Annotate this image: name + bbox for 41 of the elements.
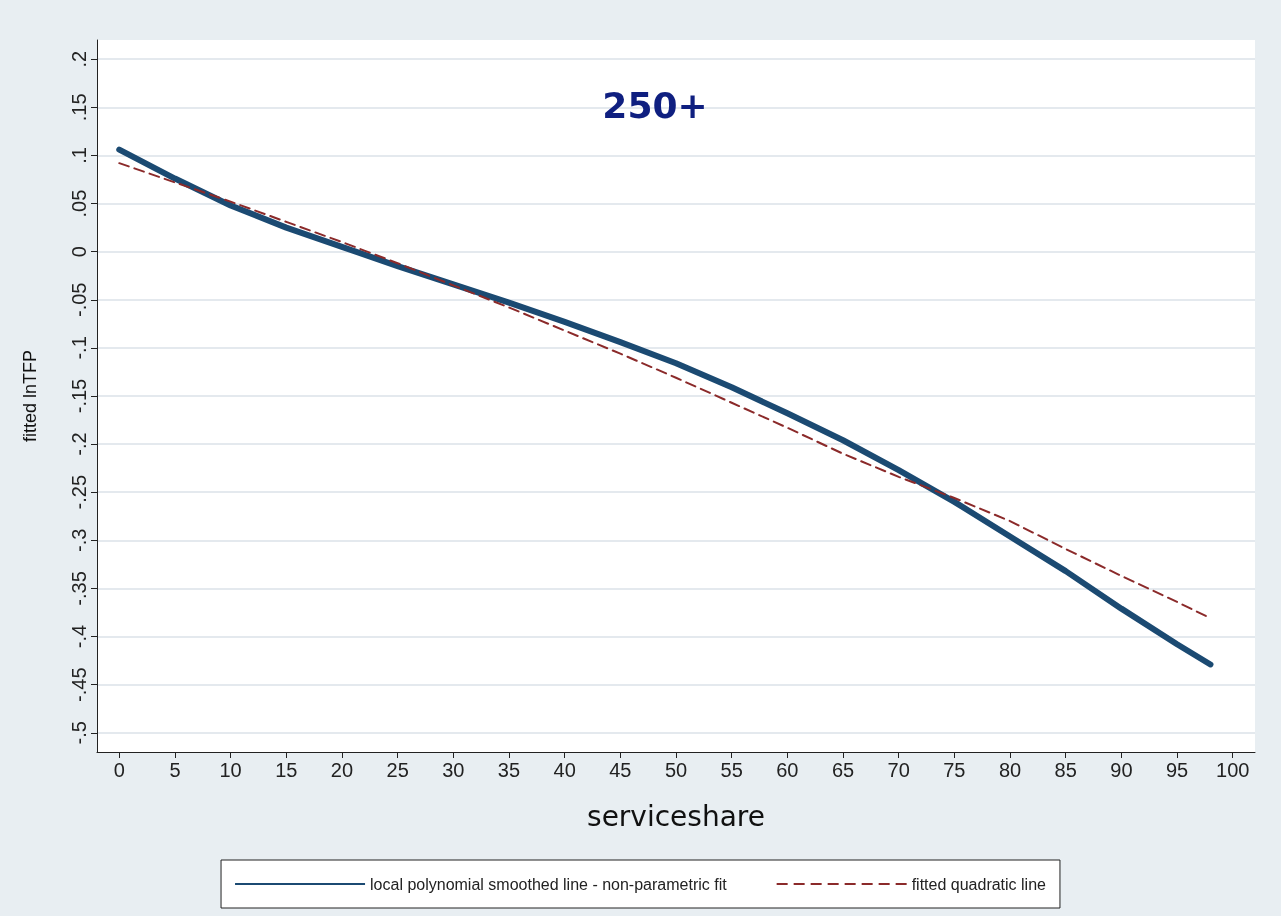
x-tick-label: 55 — [720, 759, 743, 781]
y-tick-label: .1 — [68, 147, 90, 164]
x-tick-label: 80 — [998, 759, 1022, 781]
y-tick-label: -.05 — [68, 282, 90, 318]
x-tick-label: 45 — [609, 759, 632, 781]
text: 250+ — [602, 84, 708, 126]
y-axis-title: fitted lnTFP — [20, 349, 40, 443]
y-tick-label: -.4 — [68, 624, 90, 649]
x-tick-label: 60 — [776, 759, 799, 781]
x-tick-label: 10 — [219, 759, 242, 781]
x-tick-label: 35 — [497, 759, 521, 781]
legend-label: local polynomial smoothed line - non-parametric fit — [370, 875, 728, 893]
y-tick-label: -.25 — [68, 474, 90, 510]
x-tick-label: 40 — [553, 759, 576, 781]
x-tick-label: 65 — [831, 759, 855, 781]
y-tick-label: -.45 — [68, 667, 90, 702]
y-tick-label: -.2 — [68, 432, 90, 456]
x-tick-label: 30 — [442, 759, 465, 781]
x-tick-label: 70 — [887, 759, 910, 781]
x-tick-label: 20 — [330, 759, 354, 781]
x-tick-label: 95 — [1165, 759, 1189, 781]
y-tick-label: -.1 — [68, 336, 90, 360]
y-tick-label: .2 — [68, 50, 90, 68]
x-tick-label: 90 — [1110, 759, 1133, 781]
x-tick-label: 85 — [1054, 759, 1077, 781]
y-tick-label: -.15 — [68, 378, 90, 414]
x-tick-label: 5 — [169, 759, 181, 781]
y-tick-label: -.3 — [68, 528, 90, 552]
y-tick-label: .05 — [68, 189, 90, 218]
y-tick-label: -.5 — [68, 721, 90, 745]
x-tick-label: 100 — [1216, 759, 1250, 781]
x-tick-label: 0 — [113, 759, 125, 781]
x-tick-label: 75 — [943, 759, 966, 781]
x-tick-label: 25 — [386, 759, 409, 781]
y-tick-label: -.35 — [68, 571, 90, 606]
x-tick-label: 50 — [664, 759, 688, 781]
y-tick-label: 0 — [68, 246, 90, 258]
x-axis-title: serviceshare — [587, 799, 765, 833]
y-tick-label: .15 — [68, 93, 90, 122]
x-tick-label: 15 — [275, 759, 298, 781]
legend-label: fitted quadratic line — [911, 875, 1047, 893]
